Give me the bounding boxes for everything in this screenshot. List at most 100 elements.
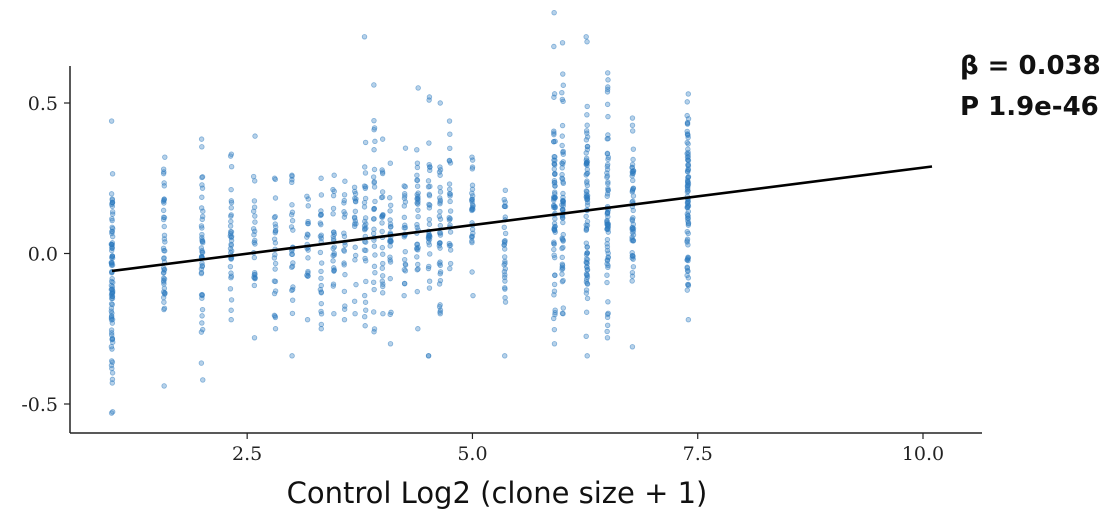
data-point — [289, 264, 295, 270]
data-point — [604, 241, 610, 247]
data-point — [272, 326, 279, 332]
data-point — [228, 212, 234, 218]
x-tick-label: 7.5 — [683, 443, 713, 465]
data-point — [227, 233, 233, 239]
data-point — [371, 243, 378, 249]
data-point — [371, 309, 377, 315]
data-point — [109, 409, 116, 415]
data-point — [108, 191, 115, 197]
data-point — [362, 314, 368, 320]
data-point — [447, 131, 453, 137]
data-point — [469, 226, 476, 233]
data-point — [252, 241, 258, 247]
data-point — [342, 271, 348, 278]
data-point — [342, 242, 348, 248]
data-point — [584, 146, 591, 153]
data-point — [685, 91, 691, 97]
data-point — [551, 226, 557, 232]
data-point — [684, 287, 690, 293]
data-point — [502, 230, 509, 237]
data-point — [228, 205, 234, 211]
data-point — [685, 141, 691, 147]
data-point — [330, 211, 336, 217]
data-point — [227, 263, 234, 270]
data-point — [552, 204, 558, 211]
data-point — [447, 229, 454, 235]
data-point — [387, 160, 394, 166]
data-point — [446, 181, 453, 187]
data-point — [605, 132, 611, 138]
data-point — [469, 166, 476, 172]
x-ticks: 2.5 5.0 7.5 10.0 — [232, 433, 944, 465]
data-point — [362, 255, 368, 262]
data-point — [560, 82, 566, 88]
data-point — [317, 249, 324, 256]
data-point — [341, 262, 347, 268]
data-point — [605, 181, 611, 187]
data-point — [371, 126, 377, 133]
data-point — [109, 247, 115, 254]
data-point — [629, 229, 636, 236]
data-point — [228, 186, 234, 193]
data-point — [447, 260, 454, 267]
data-point — [379, 189, 386, 195]
data-point — [272, 288, 279, 294]
data-point — [109, 289, 116, 295]
data-point — [200, 377, 206, 383]
data-point — [227, 153, 234, 159]
data-point — [685, 275, 692, 281]
data-point — [605, 185, 611, 192]
data-point — [362, 185, 368, 191]
data-point — [604, 314, 611, 321]
data-point — [372, 198, 378, 205]
data-point — [371, 216, 377, 222]
data-point — [685, 281, 691, 288]
data-point — [371, 82, 377, 88]
data-point — [630, 221, 636, 227]
data-point — [501, 224, 507, 230]
data-point — [372, 252, 378, 258]
data-point — [583, 271, 590, 277]
data-point — [108, 314, 115, 320]
data-point — [199, 238, 206, 244]
data-point — [200, 240, 206, 246]
data-point — [387, 275, 393, 282]
data-point — [379, 265, 386, 271]
data-point — [330, 205, 337, 212]
data-point — [318, 275, 324, 282]
data-point — [379, 244, 386, 251]
data-point — [684, 119, 691, 126]
data-point — [685, 222, 692, 228]
x-tick-label: 10.0 — [902, 443, 944, 465]
data-point — [437, 216, 444, 222]
data-point — [414, 183, 421, 189]
data-point — [630, 128, 636, 134]
data-point — [363, 239, 369, 245]
data-point — [584, 353, 590, 359]
data-point — [584, 188, 590, 195]
data-point — [379, 214, 385, 220]
data-point — [363, 307, 369, 313]
data-point — [425, 353, 432, 359]
data-point — [401, 191, 408, 197]
data-point — [584, 196, 591, 203]
data-point — [551, 246, 557, 253]
data-point — [251, 198, 258, 204]
data-point — [629, 122, 636, 129]
data-point — [583, 34, 589, 40]
data-point — [271, 236, 278, 242]
data-point — [605, 77, 611, 83]
x-tick-label: 5.0 — [457, 443, 487, 465]
data-point — [289, 310, 296, 317]
data-point — [402, 145, 409, 151]
data-point — [551, 281, 558, 288]
data-point — [584, 264, 590, 270]
y-tick-label: 0.0 — [28, 244, 58, 266]
data-point — [559, 122, 566, 129]
data-point — [604, 209, 611, 215]
data-point — [630, 177, 636, 184]
data-point — [161, 232, 168, 238]
data-point — [289, 353, 295, 359]
data-point — [289, 218, 296, 224]
data-point — [552, 154, 558, 160]
